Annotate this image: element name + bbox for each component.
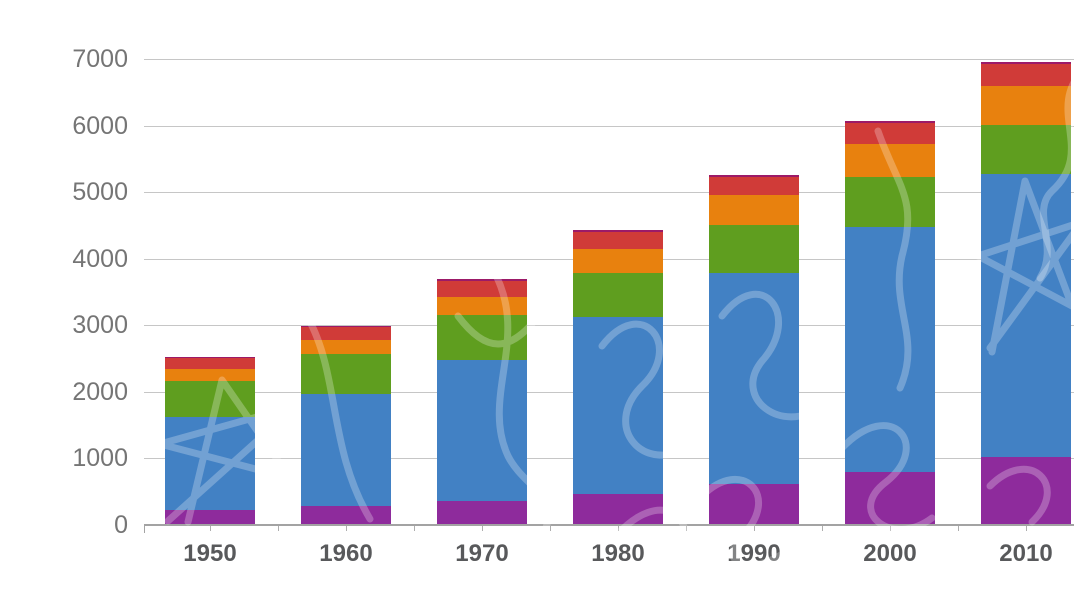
red-segment-2010[interactable]	[981, 64, 1071, 86]
stacked-bar-chart: 0 1000 2000 3000 4000 5000 6000 7000 1950 1960 19…	[40, 16, 1074, 599]
y-tick-label-6000: 6000	[72, 112, 128, 140]
x-axis-tick	[890, 526, 891, 531]
x-axis-tick	[958, 526, 959, 531]
x-axis-tick	[550, 526, 551, 531]
purple-segment-1970[interactable]	[437, 501, 527, 525]
y-tick-label-3000: 3000	[72, 311, 128, 339]
magenta-cap-segment-1990[interactable]	[709, 175, 799, 177]
red-segment-1960[interactable]	[301, 327, 391, 340]
bar-1960[interactable]	[301, 326, 391, 525]
blue-segment-1990[interactable]	[709, 273, 799, 484]
x-tick-label-1970: 1970	[455, 540, 509, 567]
blue-segment-1950[interactable]	[165, 417, 255, 510]
x-tick-label-2000: 2000	[863, 540, 917, 567]
red-segment-2000[interactable]	[845, 123, 935, 144]
x-axis-tick	[210, 526, 211, 531]
x-axis-tick	[1026, 526, 1027, 531]
x-axis-line	[144, 524, 1074, 526]
orange-segment-2010[interactable]	[981, 86, 1071, 125]
bar-2010[interactable]	[981, 62, 1071, 525]
bar-1990[interactable]	[709, 175, 799, 525]
magenta-cap-segment-1970[interactable]	[437, 279, 527, 281]
gridline-7000	[144, 59, 1074, 60]
gridline-5000	[144, 192, 1074, 193]
purple-segment-1980[interactable]	[573, 494, 663, 525]
x-axis-tick	[822, 526, 823, 531]
green-segment-1980[interactable]	[573, 273, 663, 317]
bar-2000[interactable]	[845, 121, 935, 525]
green-segment-1950[interactable]	[165, 381, 255, 417]
bar-1950[interactable]	[165, 357, 255, 525]
y-tick-label-0: 0	[114, 511, 128, 539]
x-axis-tick	[618, 526, 619, 531]
orange-segment-1980[interactable]	[573, 249, 663, 273]
green-segment-1970[interactable]	[437, 315, 527, 360]
x-tick-label-1960: 1960	[319, 540, 373, 567]
gridline-6000	[144, 126, 1074, 127]
blue-segment-1970[interactable]	[437, 360, 527, 501]
purple-segment-1990[interactable]	[709, 484, 799, 525]
magenta-cap-segment-1950[interactable]	[165, 357, 255, 358]
green-segment-1990[interactable]	[709, 225, 799, 273]
x-axis-tick	[482, 526, 483, 531]
x-axis-tick	[346, 526, 347, 531]
x-axis-tick	[754, 526, 755, 531]
magenta-cap-segment-2010[interactable]	[981, 62, 1071, 64]
purple-segment-2000[interactable]	[845, 472, 935, 525]
purple-segment-1960[interactable]	[301, 506, 391, 525]
red-segment-1950[interactable]	[165, 358, 255, 369]
red-segment-1980[interactable]	[573, 232, 663, 249]
x-axis-tick	[414, 526, 415, 531]
x-axis-tick	[686, 526, 687, 531]
red-segment-1970[interactable]	[437, 281, 527, 297]
y-tick-label-4000: 4000	[72, 245, 128, 273]
magenta-cap-segment-2000[interactable]	[845, 121, 935, 123]
x-tick-label-1990: 1990	[727, 540, 781, 567]
y-tick-label-5000: 5000	[72, 178, 128, 206]
orange-segment-1990[interactable]	[709, 195, 799, 225]
y-tick-label-7000: 7000	[72, 45, 128, 73]
purple-segment-1950[interactable]	[165, 510, 255, 525]
orange-segment-1960[interactable]	[301, 340, 391, 354]
blue-segment-2000[interactable]	[845, 227, 935, 472]
green-segment-2010[interactable]	[981, 125, 1071, 174]
magenta-cap-segment-1960[interactable]	[301, 326, 391, 327]
green-segment-2000[interactable]	[845, 177, 935, 227]
orange-segment-1950[interactable]	[165, 369, 255, 381]
blue-segment-2010[interactable]	[981, 174, 1071, 457]
x-tick-label-2010: 2010	[999, 540, 1053, 567]
orange-segment-1970[interactable]	[437, 297, 527, 315]
purple-segment-2010[interactable]	[981, 457, 1071, 525]
orange-segment-2000[interactable]	[845, 144, 935, 177]
x-axis-tick	[278, 526, 279, 531]
blue-segment-1980[interactable]	[573, 317, 663, 494]
y-tick-label-2000: 2000	[72, 378, 128, 406]
green-segment-1960[interactable]	[301, 354, 391, 394]
red-segment-1990[interactable]	[709, 177, 799, 195]
blue-segment-1960[interactable]	[301, 394, 391, 506]
bar-1980[interactable]	[573, 230, 663, 525]
y-tick-label-1000: 1000	[72, 444, 128, 472]
magenta-cap-segment-1980[interactable]	[573, 230, 663, 232]
bar-1970[interactable]	[437, 279, 527, 525]
x-axis-tick	[144, 526, 145, 533]
x-tick-label-1980: 1980	[591, 540, 645, 567]
x-tick-label-1950: 1950	[183, 540, 237, 567]
